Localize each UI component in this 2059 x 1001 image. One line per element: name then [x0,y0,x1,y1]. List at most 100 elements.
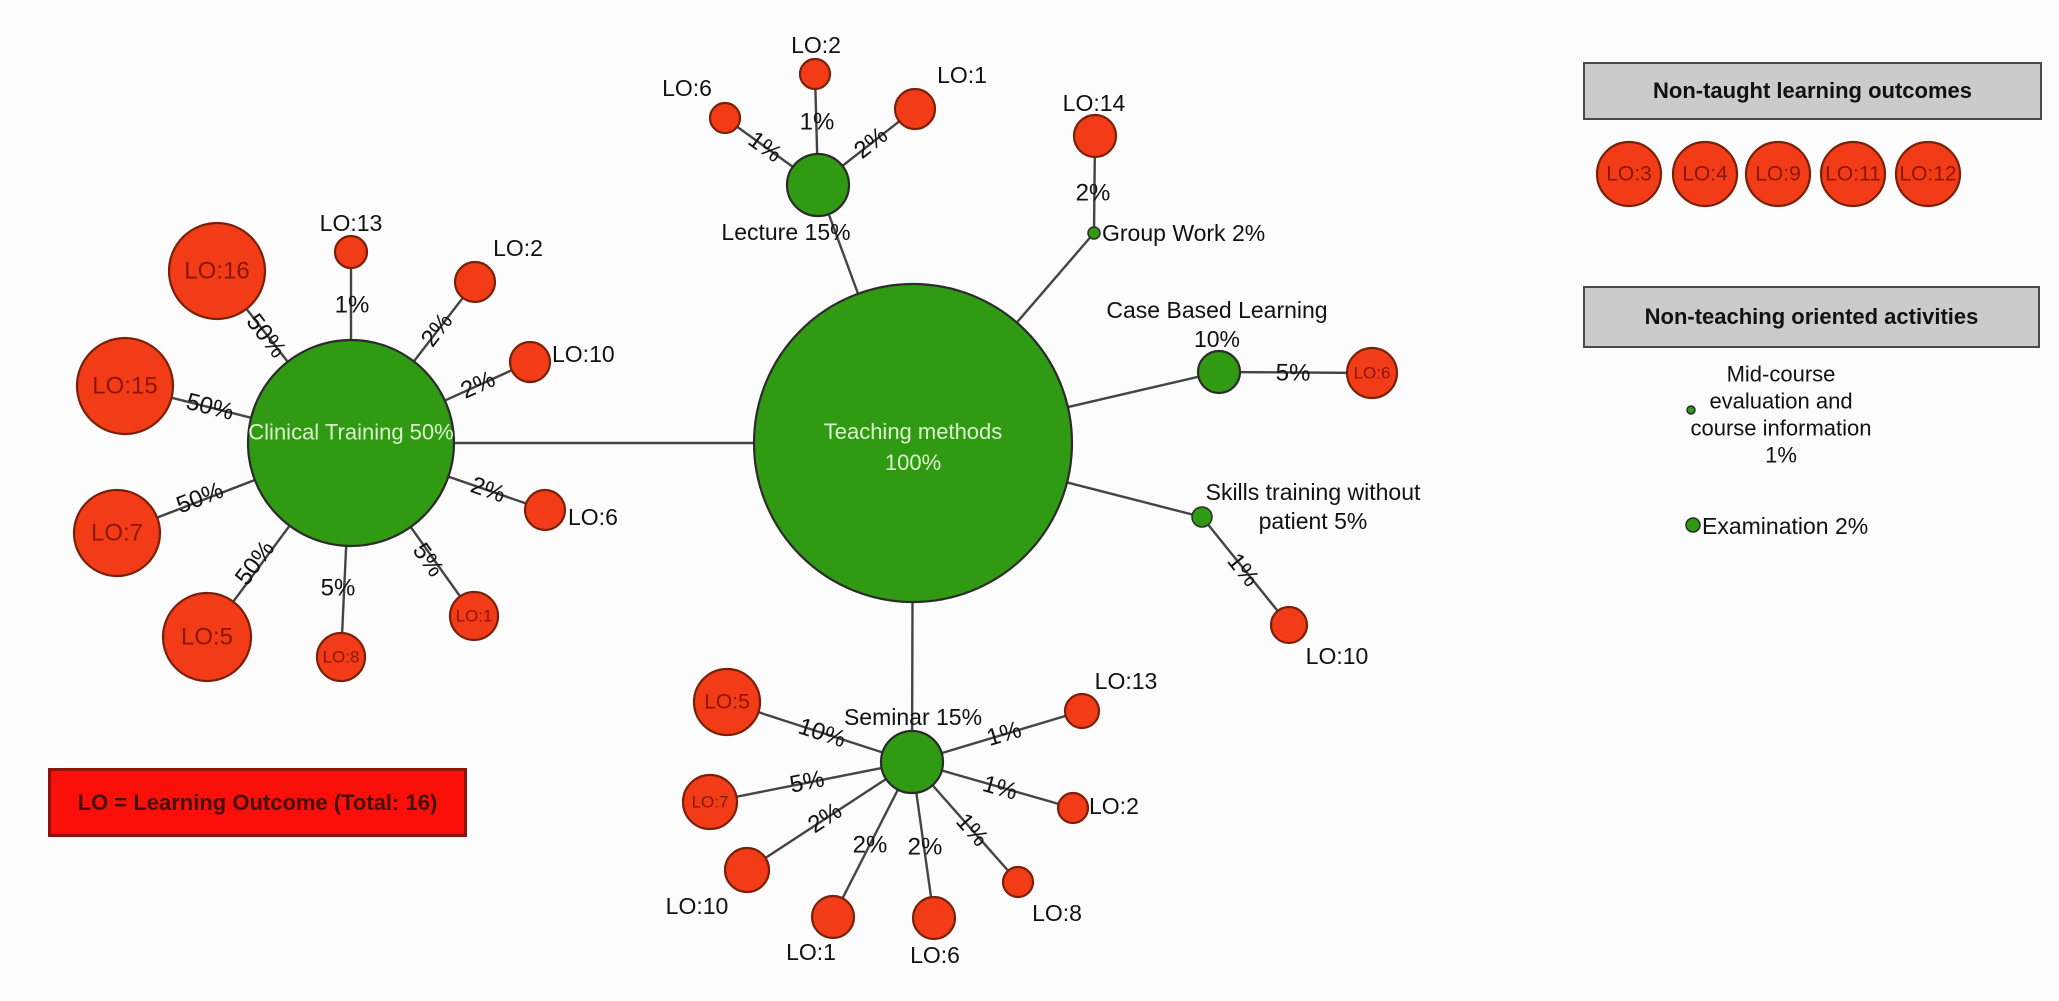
node-ct-lo7-circle [72,488,162,578]
link-percent-label: 2% [853,832,888,859]
node-ct-lo2-circle [453,260,497,304]
node-sem-lo13-label: LO:13 [1095,668,1158,694]
link-line [709,760,913,804]
node-ct-lo13-circle [333,234,369,270]
node-skills-training-circle [1191,506,1213,528]
link-percent-label: 1% [984,716,1025,752]
node-seminar-label: Seminar 15% [844,704,982,730]
legend-non-teaching-header: Non-teaching oriented activities [1583,286,2040,348]
link-percent-label: 50% [173,477,228,519]
legend-non-teaching-title: Non-teaching oriented activities [1644,304,1979,329]
node-cbl-lo6-circle [1345,346,1399,400]
node-case-based-learning-label: Case Based Learning [1106,297,1327,323]
node-ct-lo5-circle [161,591,253,683]
node-legend-lo12-label: LO:12 [1899,163,1956,186]
node-ct-lo10-circle [508,340,552,384]
lo-key-text: LO = Learning Outcome (Total: 16) [77,789,438,815]
node-gw-lo14-circle [1072,113,1118,159]
link-percent-label: 2% [803,797,847,839]
node-examination-dot-circle [1685,517,1701,533]
link-line [1201,516,1290,626]
node-midcourse-dot-circle [1686,405,1696,415]
node-teaching-methods-label: Teaching methods [824,419,1003,444]
node-sem-lo5-circle [692,667,762,737]
link-line [746,760,913,872]
node-sem-lo10-circle [723,846,771,894]
node-lec-lo1-circle [893,87,937,131]
node-legend-lo3-circle [1595,140,1663,208]
node-ct-lo8-circle [315,631,367,683]
link-percent-label: 1% [743,126,787,168]
lo-key-box: LO = Learning Outcome (Total: 16) [48,768,467,837]
node-clinical-training-circle [246,338,456,548]
node-ct-lo10-label: LO:10 [552,341,615,367]
node-sem-lo1-label: LO:1 [786,939,836,965]
node-sem-lo2-circle [1056,791,1090,825]
node-ct-lo13-label: LO:13 [320,210,383,236]
node-legend-lo9-label: LO:9 [1755,163,1801,186]
node-ct-lo2-label: LO:2 [493,235,543,261]
node-group-work-circle [1087,226,1101,240]
node-group-work-label: Group Work 2% [1102,220,1265,246]
link-percent-label: 2% [1076,180,1111,207]
node-lec-lo2-label: LO:2 [791,32,841,58]
node-legend-lo4-label: LO:4 [1682,163,1728,186]
link-percent-label: 2% [908,834,943,861]
node-sem-lo8-circle [1001,865,1035,899]
node-ct-lo7-label: LO:7 [91,520,143,547]
node-seminar-circle [879,729,945,795]
node-ct-lo1-label: LO:1 [456,607,493,626]
node-lec-lo6-circle [708,101,742,135]
node-sem-lo7-label: LO:7 [692,793,729,812]
node-midcourse-dot-label: Mid-course [1727,362,1836,387]
node-legend-lo11-circle [1819,140,1887,208]
node-ct-lo5-label: LO:5 [181,624,233,651]
link-percent-label: 5% [407,538,449,582]
node-ct-lo6-circle [523,488,567,532]
link-percent-label: 5% [321,575,356,602]
node-sem-lo7-circle [681,773,739,831]
node-ct-lo15-label: LO:15 [92,373,157,400]
node-case-based-learning-label: 10% [1194,326,1240,352]
node-ct-lo16-label: LO:16 [184,258,249,285]
node-sem-lo6-label: LO:6 [910,942,960,968]
node-teaching-methods-circle [752,282,1074,604]
node-case-based-learning-circle [1196,349,1242,395]
node-examination-dot-label: Examination 2% [1702,513,1868,539]
node-ct-lo6-label: LO:6 [568,504,618,530]
legend-non-taught-title: Non-taught learning outcomes [1653,78,1972,103]
node-legend-lo11-label: LO:11 [1825,163,1881,186]
node-midcourse-dot-label: evaluation and [1709,389,1852,414]
link-percent-label: 2% [849,122,893,165]
link-percent-label: 10% [795,713,849,754]
node-ct-lo1-circle [448,590,500,642]
link-percent-label: 5% [1276,359,1311,386]
node-legend-lo12-circle [1894,140,1962,208]
node-gw-lo14-label: LO:14 [1063,90,1126,116]
link-percent-label: 2% [457,366,500,405]
node-sem-lo13-circle [1063,692,1101,730]
node-legend-lo3-label: LO:3 [1606,163,1652,186]
node-midcourse-dot-label: 1% [1765,443,1797,468]
link-percent-label: 2% [416,308,459,352]
node-ct-lo16-circle [167,221,267,321]
node-sem-lo5-label: LO:5 [704,691,750,714]
node-clinical-training-label: Clinical Training 50% [248,420,453,445]
node-lec-lo6-label: LO:6 [662,75,712,101]
node-st-lo10-circle [1269,605,1309,645]
node-lecture-circle [785,152,851,218]
node-legend-lo9-circle [1744,140,1812,208]
node-cbl-lo6-label: LO:6 [1354,364,1391,383]
node-lec-lo2-circle [798,57,832,91]
node-skills-training-label: patient 5% [1259,508,1368,534]
legend-non-taught-header: Non-taught learning outcomes [1583,62,2042,120]
link-percent-label: 1% [800,109,835,136]
node-legend-lo4-circle [1671,140,1739,208]
link-percent-label: 1% [335,292,370,319]
node-skills-training-label: Skills training without [1206,479,1421,505]
node-st-lo10-label: LO:10 [1306,643,1369,669]
link-percent-label: 1% [980,770,1021,805]
node-sem-lo1-circle [810,894,856,940]
